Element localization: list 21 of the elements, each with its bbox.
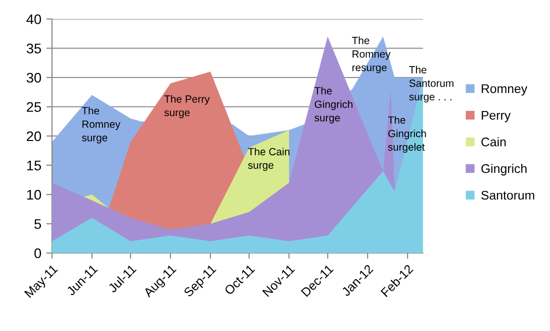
annotation: The Romney surge (82, 106, 120, 144)
annotation: The Cain surge (248, 148, 290, 171)
legend-label: Cain (481, 137, 506, 146)
annotation: The Romney resurge (352, 36, 391, 74)
annotation: The Gingrich surgelet (388, 116, 426, 153)
y-tick-label: 25 (26, 102, 42, 112)
legend-label: Santorum (481, 190, 534, 200)
legend-label: Romney (482, 84, 528, 96)
annotation: The Santorum surge . . . (409, 66, 454, 102)
y-tick-label: 35 (26, 44, 42, 54)
y-tick-label: 30 (26, 72, 42, 83)
y-tick-label: 10 (27, 190, 42, 200)
y-tick-label: 40 (26, 14, 42, 24)
legend-label: Perry (482, 111, 511, 122)
y-tick-label: 5 (34, 219, 41, 229)
y-tick-label: 20 (26, 131, 42, 142)
legend-label: Gingrich (481, 164, 527, 176)
y-tick-label: 15 (27, 160, 42, 170)
annotation: The Perry surge (164, 95, 210, 118)
y-tick-label: 0 (34, 248, 42, 258)
annotation: The Gingrich surge (314, 86, 352, 124)
